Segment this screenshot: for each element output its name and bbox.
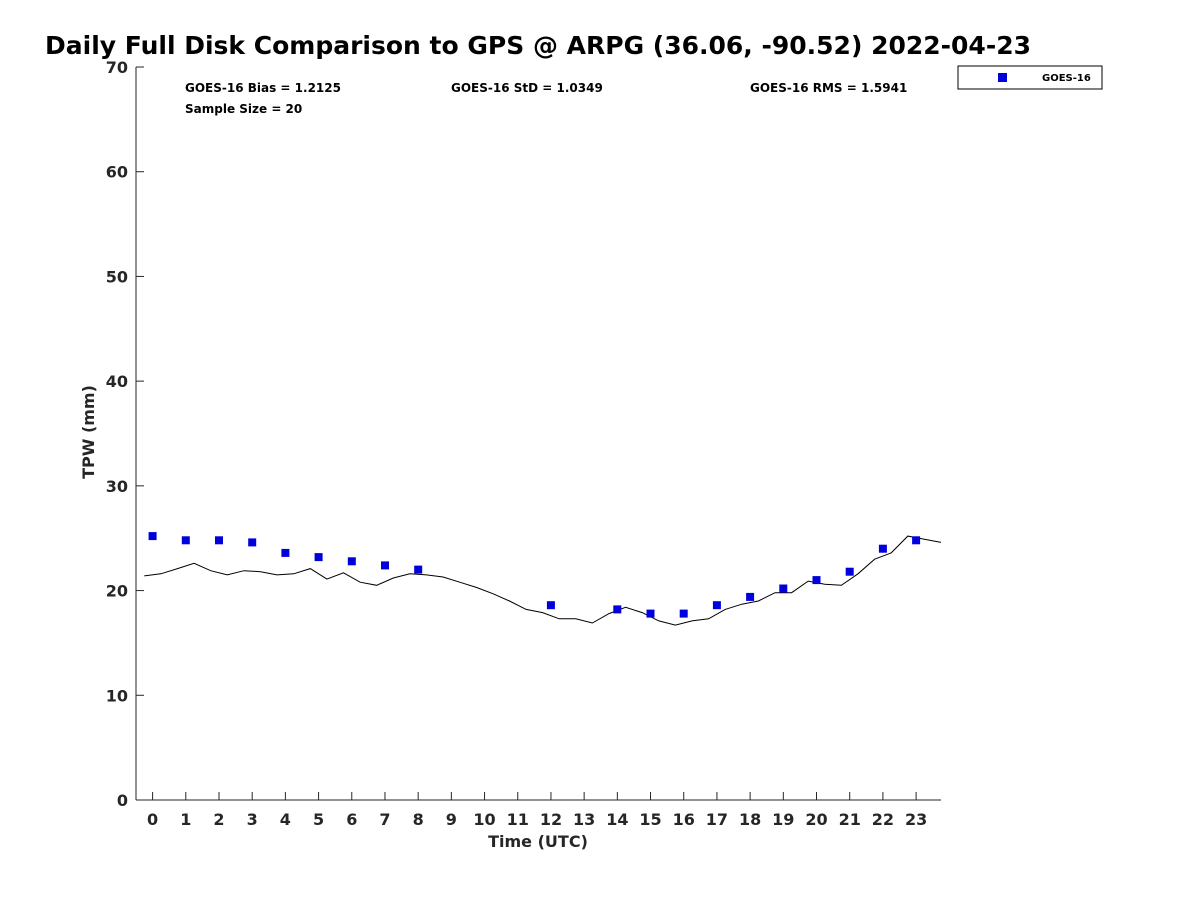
x-axis-ticks: 0 1 2 3 4 5 6 7 8 9 10 11 12 13 14 15 16 17 18 19 20 21 22 23: [147, 792, 927, 829]
x-tick-label: 15: [639, 810, 661, 829]
x-tick-label: 4: [280, 810, 291, 829]
goes16-point: [181, 536, 190, 545]
legend-marker-goes16: [998, 73, 1007, 82]
chart-title: Daily Full Disk Comparison to GPS @ ARPG…: [45, 31, 1031, 60]
goes16-point: [746, 592, 755, 601]
goes16-point: [779, 584, 788, 593]
x-tick-label: 9: [446, 810, 457, 829]
y-tick-label: 30: [106, 477, 128, 496]
stat-bias: GOES-16 Bias = 1.2125: [185, 81, 341, 95]
gps-line: [144, 535, 942, 626]
y-tick-label: 20: [106, 582, 128, 601]
goes16-point: [248, 538, 257, 547]
x-tick-label: 14: [606, 810, 628, 829]
x-tick-label: 8: [413, 810, 424, 829]
x-tick-label: 18: [739, 810, 761, 829]
x-tick-label: 21: [839, 810, 861, 829]
stat-std: GOES-16 StD = 1.0349: [451, 81, 603, 95]
x-tick-label: 7: [379, 810, 390, 829]
goes16-point: [912, 536, 921, 545]
goes16-point: [878, 544, 887, 553]
goes16-point: [314, 553, 323, 562]
goes16-point: [281, 548, 290, 557]
x-axis-label: Time (UTC): [488, 832, 588, 851]
goes16-point: [845, 567, 854, 576]
axes: [135, 67, 941, 801]
y-tick-label: 10: [106, 686, 128, 705]
stat-sample-size: Sample Size = 20: [185, 102, 302, 116]
goes16-point: [381, 561, 389, 570]
x-tick-label: 5: [313, 810, 324, 829]
goes16-point: [215, 536, 223, 545]
goes16-point: [148, 532, 157, 541]
gps-series: [144, 535, 942, 626]
x-tick-label: 23: [905, 810, 927, 829]
legend: GOES-16: [957, 65, 1103, 90]
goes16-point: [613, 605, 622, 614]
legend-label-goes16: GOES-16: [1042, 73, 1091, 84]
goes16-point: [347, 557, 356, 566]
x-tick-label: 11: [507, 810, 529, 829]
goes16-point: [712, 601, 721, 610]
x-tick-label: 22: [872, 810, 894, 829]
x-tick-label: 2: [213, 810, 224, 829]
legend-box: [957, 65, 1103, 90]
x-tick-label: 3: [247, 810, 258, 829]
stat-rms: GOES-16 RMS = 1.5941: [750, 81, 907, 95]
x-tick-label: 12: [540, 810, 562, 829]
goes16-point: [546, 601, 555, 610]
x-tick-label: 0: [147, 810, 158, 829]
x-tick-label: 16: [673, 810, 695, 829]
goes16-point: [812, 576, 821, 585]
y-tick-label: 50: [106, 267, 128, 286]
goes16-point: [679, 609, 688, 618]
x-tick-label: 19: [772, 810, 794, 829]
y-tick-label: 60: [106, 163, 128, 182]
x-tick-label: 10: [473, 810, 495, 829]
x-tick-label: 13: [573, 810, 595, 829]
goes16-point: [414, 565, 423, 574]
y-tick-label: 40: [106, 372, 128, 391]
goes16-series: [148, 532, 921, 618]
y-tick-label: 0: [117, 791, 128, 810]
x-tick-label: 1: [180, 810, 191, 829]
x-tick-label: 20: [805, 810, 827, 829]
y-axis-label: TPW (mm): [79, 385, 98, 479]
x-tick-label: 6: [346, 810, 357, 829]
goes16-point: [646, 609, 655, 618]
y-axis-ticks: 0 10 20 30 40 50 60 70: [106, 58, 144, 810]
y-tick-label: 70: [106, 58, 128, 77]
x-tick-label: 17: [706, 810, 728, 829]
